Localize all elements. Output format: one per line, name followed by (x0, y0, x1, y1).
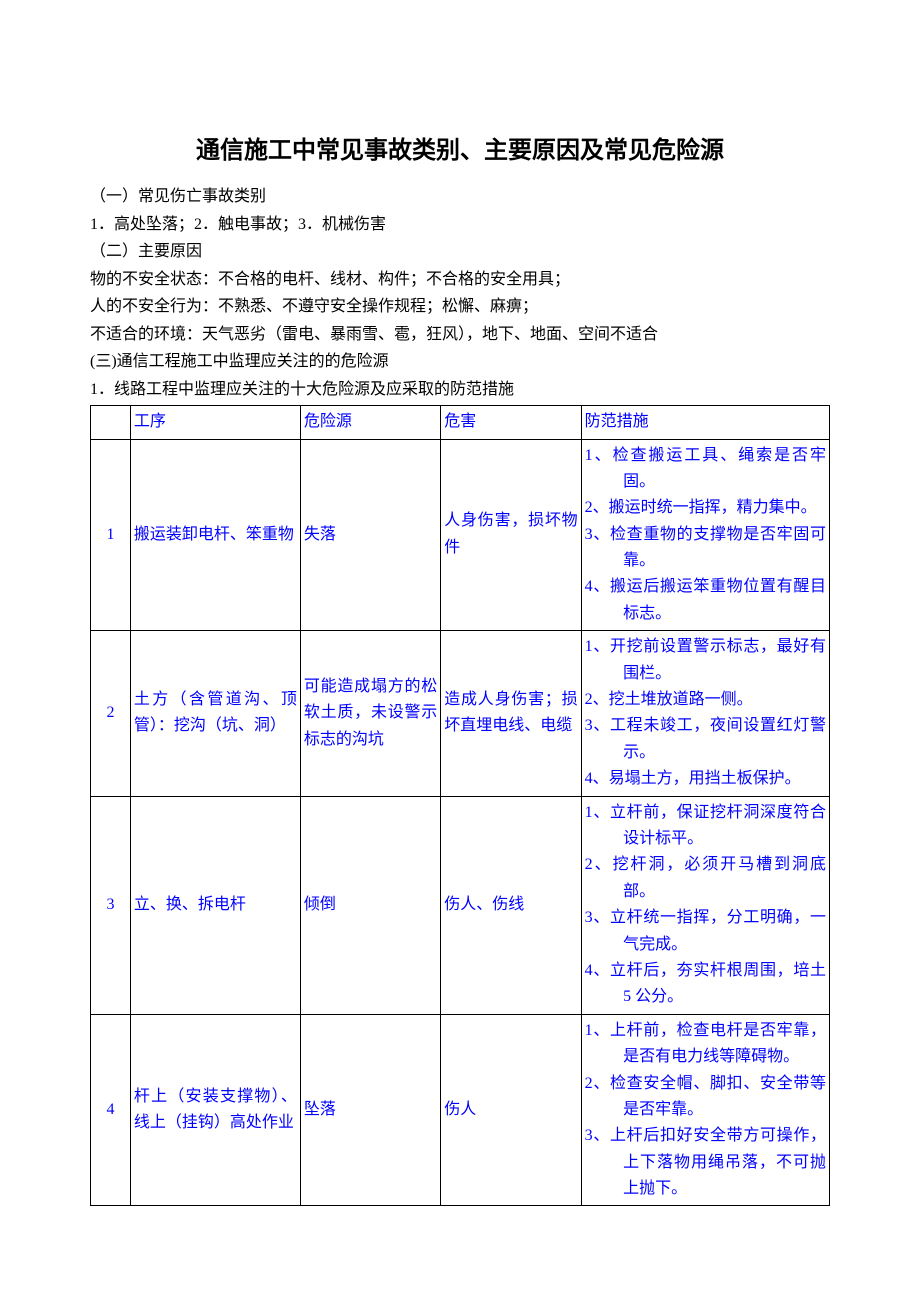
body-line: （二）主要原因 (90, 238, 830, 266)
table-row: 3立、换、拆电杆倾倒伤人、伤线1、立杆前，保证挖杆洞深度符合设计标平。2、挖杆洞… (91, 796, 830, 1014)
row-number: 3 (91, 796, 131, 1014)
body-line: 1．线路工程中监理应关注的十大危险源及应采取的防范措施 (90, 376, 830, 404)
measure-item: 2、挖杆洞，必须开马槽到洞底部。 (585, 852, 826, 905)
hazard-source-cell: 倾倒 (300, 796, 440, 1014)
table-header-cell: 工序 (130, 406, 300, 439)
harm-cell: 伤人 (441, 1014, 581, 1206)
row-number: 1 (91, 439, 131, 631)
measure-item: 1、开挖前设置警示标志，最好有围栏。 (585, 634, 826, 687)
measure-item: 2、挖土堆放道路一侧。 (585, 687, 826, 713)
process-cell: 杆上（安装支撑物）、线上（挂钩）高处作业 (130, 1014, 300, 1206)
table-header-row: 工序危险源危害防范措施 (91, 406, 830, 439)
hazard-table: 工序危险源危害防范措施 1搬运装卸电杆、笨重物失落人身伤害，损坏物件1、检查搬运… (90, 405, 830, 1206)
table-header-cell: 防范措施 (581, 406, 829, 439)
harm-cell: 伤人、伤线 (441, 796, 581, 1014)
table-row: 2土方（含管道沟、顶管）：挖沟（坑、洞）可能造成塌方的松软土质，未设警示标志的沟… (91, 631, 830, 796)
body-line: 物的不安全状态：不合格的电杆、线材、构件；不合格的安全用具； (90, 266, 830, 294)
table-row: 4杆上（安装支撑物）、线上（挂钩）高处作业坠落伤人1、上杆前，检查电杆是否牢靠，… (91, 1014, 830, 1206)
table-body: 1搬运装卸电杆、笨重物失落人身伤害，损坏物件1、检查搬运工具、绳索是否牢固。2、… (91, 439, 830, 1206)
process-cell: 搬运装卸电杆、笨重物 (130, 439, 300, 631)
harm-cell: 造成人身伤害；损坏直埋电线、电缆 (441, 631, 581, 796)
measures-cell: 1、检查搬运工具、绳索是否牢固。2、搬运时统一指挥，精力集中。3、检查重物的支撑… (581, 439, 829, 631)
table-header-cell (91, 406, 131, 439)
measure-item: 1、上杆前，检查电杆是否牢靠，是否有电力线等障碍物。 (585, 1018, 826, 1071)
measure-item: 3、上杆后扣好安全带方可操作，上下落物用绳吊落，不可抛上抛下。 (585, 1123, 826, 1202)
measures-cell: 1、上杆前，检查电杆是否牢靠，是否有电力线等障碍物。2、检查安全帽、脚扣、安全带… (581, 1014, 829, 1206)
measure-item: 3、检查重物的支撑物是否牢固可靠。 (585, 522, 826, 575)
measure-item: 3、立杆统一指挥，分工明确，一气完成。 (585, 905, 826, 958)
hazard-source-cell: 可能造成塌方的松软土质，未设警示标志的沟坑 (300, 631, 440, 796)
measure-item: 2、检查安全帽、脚扣、安全带等是否牢靠。 (585, 1071, 826, 1124)
measures-cell: 1、立杆前，保证挖杆洞深度符合设计标平。2、挖杆洞，必须开马槽到洞底部。3、立杆… (581, 796, 829, 1014)
body-line: 人的不安全行为：不熟悉、不遵守安全操作规程；松懈、麻痹； (90, 293, 830, 321)
body-line: 不适合的环境：天气恶劣（雷电、暴雨雪、雹，狂风），地下、地面、空间不适合 (90, 321, 830, 349)
table-header-cell: 危害 (441, 406, 581, 439)
measure-item: 1、立杆前，保证挖杆洞深度符合设计标平。 (585, 800, 826, 853)
measure-item: 2、搬运时统一指挥，精力集中。 (585, 495, 826, 521)
harm-cell: 人身伤害，损坏物件 (441, 439, 581, 631)
measure-item: 1、检查搬运工具、绳索是否牢固。 (585, 443, 826, 496)
measure-item: 3、工程未竣工，夜间设置红灯警示。 (585, 713, 826, 766)
body-line: (三)通信工程施工中监理应关注的的危险源 (90, 348, 830, 376)
table-row: 1搬运装卸电杆、笨重物失落人身伤害，损坏物件1、检查搬运工具、绳索是否牢固。2、… (91, 439, 830, 631)
hazard-source-cell: 坠落 (300, 1014, 440, 1206)
measures-cell: 1、开挖前设置警示标志，最好有围栏。2、挖土堆放道路一侧。3、工程未竣工，夜间设… (581, 631, 829, 796)
body-line: 1．高处坠落；2．触电事故；3．机械伤害 (90, 211, 830, 239)
body-paragraphs: （一）常见伤亡事故类别1．高处坠落；2．触电事故；3．机械伤害（二）主要原因物的… (90, 183, 830, 403)
hazard-source-cell: 失落 (300, 439, 440, 631)
body-line: （一）常见伤亡事故类别 (90, 183, 830, 211)
measure-item: 4、立杆后，夯实杆根周围，培土 5 公分。 (585, 958, 826, 1011)
measure-item: 4、搬运后搬运笨重物位置有醒目标志。 (585, 574, 826, 627)
row-number: 4 (91, 1014, 131, 1206)
document-title: 通信施工中常见事故类别、主要原因及常见危险源 (90, 130, 830, 165)
process-cell: 土方（含管道沟、顶管）：挖沟（坑、洞） (130, 631, 300, 796)
table-header-cell: 危险源 (300, 406, 440, 439)
measure-item: 4、易塌土方，用挡土板保护。 (585, 766, 826, 792)
process-cell: 立、换、拆电杆 (130, 796, 300, 1014)
row-number: 2 (91, 631, 131, 796)
